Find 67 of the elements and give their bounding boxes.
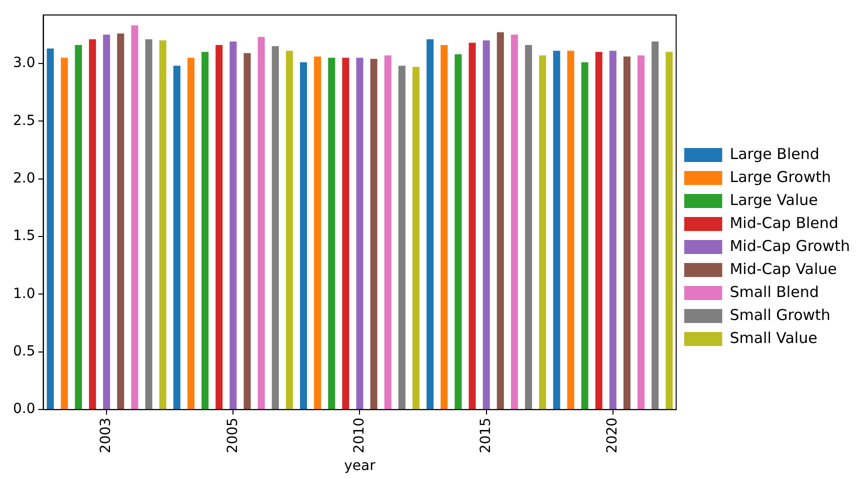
legend-label: Small Growth (730, 306, 830, 324)
bar (581, 62, 588, 410)
bar (202, 52, 209, 410)
y-tick-label: 2.0 (13, 170, 36, 186)
y-tick-label: 1.5 (13, 228, 36, 244)
bar (426, 39, 434, 410)
legend-label: Large Value (730, 190, 818, 209)
y-tick-label: 0.0 (13, 401, 36, 418)
y-tick-label: 3.0 (13, 55, 36, 72)
bar (496, 32, 504, 410)
bar (187, 58, 194, 410)
legend-label: Mid-Cap Value (730, 260, 837, 278)
legend-label: Large Blend (730, 144, 820, 163)
bar (468, 42, 476, 410)
x-tick-label: 2003 (98, 418, 114, 454)
bar (60, 58, 68, 410)
bar (398, 66, 406, 410)
bar (300, 62, 307, 410)
bar (328, 58, 336, 410)
bar (482, 40, 490, 410)
bar (666, 52, 673, 410)
bar (370, 58, 378, 410)
bar (539, 55, 546, 410)
legend-label: Mid-Cap Growth (730, 236, 850, 255)
bar (258, 36, 265, 410)
x-tick-label: 2015 (478, 418, 494, 454)
bar (652, 42, 659, 410)
bar (440, 44, 448, 410)
bar (88, 39, 96, 410)
y-tick-label: 1.0 (13, 286, 36, 302)
bar (103, 34, 110, 410)
bar (567, 50, 574, 410)
bar (145, 39, 152, 410)
bar (117, 33, 124, 410)
legend-label: Small Value (730, 328, 818, 347)
bar (638, 55, 645, 410)
x-tick-label: 2020 (604, 418, 621, 454)
legend-label: Large Growth (730, 168, 831, 186)
bar (454, 54, 462, 410)
bar (216, 44, 223, 410)
bar (74, 44, 82, 410)
bar (356, 58, 364, 410)
bar (384, 55, 392, 410)
bar (553, 50, 560, 410)
bar (342, 58, 350, 410)
x-tick-label: 2005 (224, 418, 241, 454)
bar (173, 66, 180, 410)
bar (510, 34, 518, 410)
x-axis-title: year (344, 458, 376, 474)
bar (159, 40, 166, 410)
x-tick-label: 2010 (351, 418, 368, 454)
bar (230, 42, 237, 410)
legend-label: Small Blend (730, 282, 819, 301)
bar (623, 56, 630, 410)
bar (525, 44, 532, 410)
y-tick-label: 2.5 (13, 112, 36, 129)
bar (609, 50, 616, 410)
y-tick-label: 0.5 (13, 344, 36, 360)
bar (595, 52, 602, 410)
bar (46, 48, 54, 410)
bar (412, 66, 420, 410)
bar (272, 46, 279, 410)
bar (286, 50, 293, 410)
legend-label: Mid-Cap Blend (730, 214, 838, 232)
bar (131, 25, 138, 410)
bar (244, 53, 251, 410)
bar (314, 56, 322, 410)
